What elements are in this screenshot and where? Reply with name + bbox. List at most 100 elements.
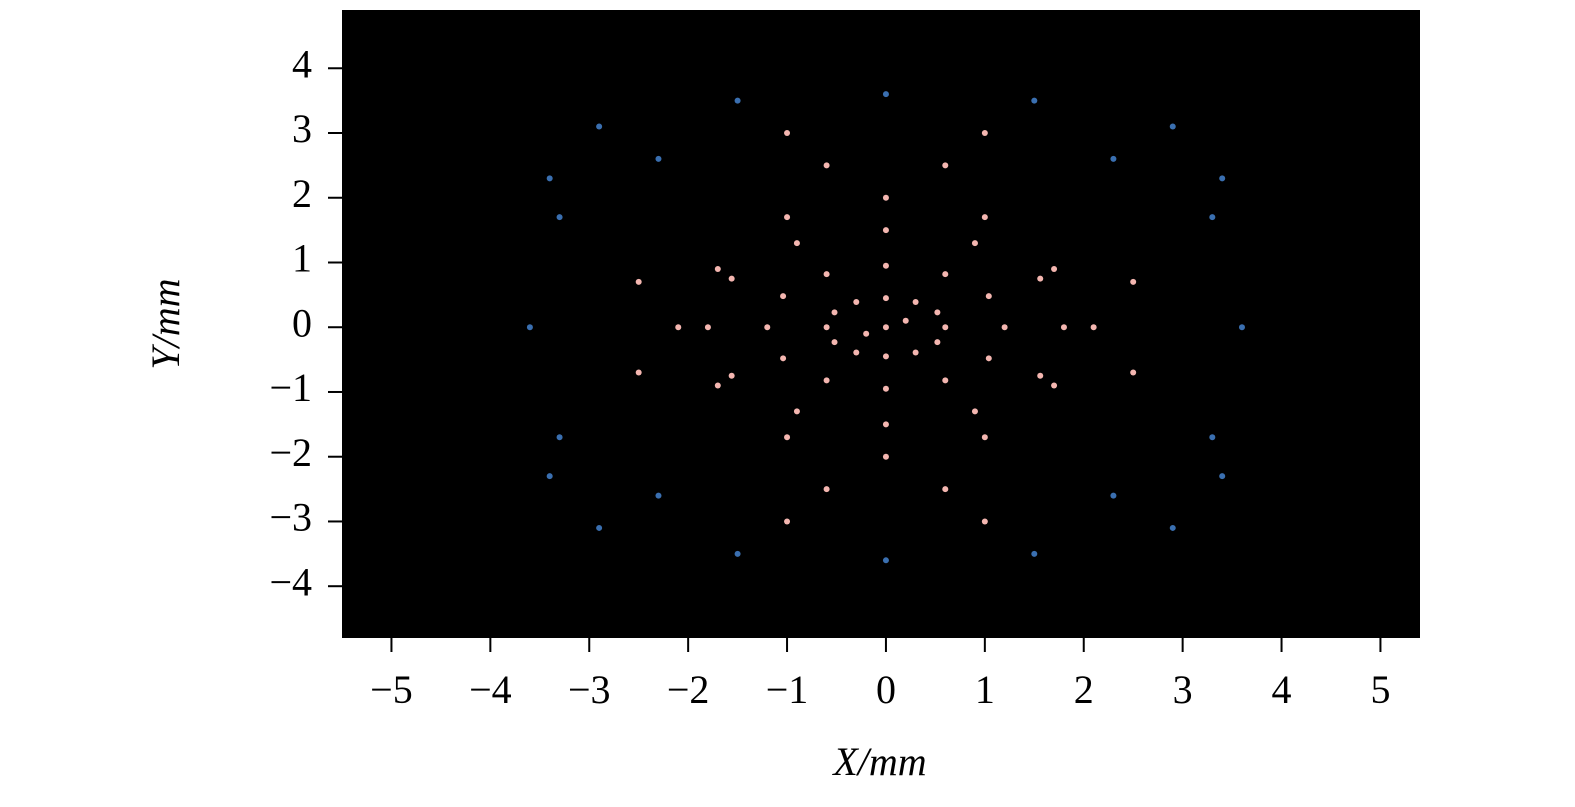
point xyxy=(780,355,787,362)
y-tick-label: 3 xyxy=(292,106,312,151)
point xyxy=(823,162,830,169)
point xyxy=(546,473,553,480)
x-tick-label: 5 xyxy=(1370,667,1390,712)
point xyxy=(1130,369,1137,376)
point xyxy=(981,130,988,137)
y-tick-label: −4 xyxy=(269,559,312,604)
point xyxy=(981,214,988,221)
point xyxy=(831,309,838,316)
point xyxy=(971,408,978,415)
point xyxy=(1110,155,1117,162)
point xyxy=(882,295,889,302)
point xyxy=(863,330,870,337)
point xyxy=(853,298,860,305)
point xyxy=(882,353,889,360)
point xyxy=(655,155,662,162)
y-tick-label: −1 xyxy=(269,365,312,410)
point xyxy=(985,355,992,362)
point xyxy=(823,377,830,384)
point xyxy=(784,214,791,221)
x-tick-label: −2 xyxy=(667,667,710,712)
point xyxy=(853,349,860,356)
point xyxy=(1051,382,1058,389)
point xyxy=(823,486,830,493)
point xyxy=(635,278,642,285)
point xyxy=(1219,473,1226,480)
point xyxy=(1130,278,1137,285)
x-axis-label: X/mm xyxy=(831,739,926,784)
point xyxy=(882,227,889,234)
point xyxy=(942,271,949,278)
point xyxy=(526,324,533,331)
point xyxy=(1037,372,1044,379)
point xyxy=(596,123,603,130)
point xyxy=(934,309,941,316)
plot-area xyxy=(342,10,1420,638)
point xyxy=(912,349,919,356)
point xyxy=(675,324,682,331)
point xyxy=(882,91,889,98)
point xyxy=(655,492,662,499)
point xyxy=(882,385,889,392)
point xyxy=(1060,324,1067,331)
x-tick-label: −3 xyxy=(568,667,611,712)
point xyxy=(784,130,791,137)
point xyxy=(971,240,978,247)
x-tick-label: 1 xyxy=(975,667,995,712)
y-axis-label: Y/mm xyxy=(143,278,188,369)
point xyxy=(728,275,735,282)
point xyxy=(1209,434,1216,441)
point xyxy=(1037,275,1044,282)
point xyxy=(714,382,721,389)
point xyxy=(1209,214,1216,221)
point xyxy=(728,372,735,379)
point xyxy=(1110,492,1117,499)
point xyxy=(635,369,642,376)
point xyxy=(882,324,889,331)
point xyxy=(1090,324,1097,331)
point xyxy=(793,240,800,247)
y-tick-label: −2 xyxy=(269,430,312,475)
x-tick-label: 0 xyxy=(876,667,896,712)
point xyxy=(556,434,563,441)
point xyxy=(764,324,771,331)
point xyxy=(556,214,563,221)
point xyxy=(882,557,889,564)
point xyxy=(1238,324,1245,331)
point xyxy=(934,339,941,346)
x-tick-label: 2 xyxy=(1074,667,1094,712)
point xyxy=(784,434,791,441)
point xyxy=(942,486,949,493)
y-tick-label: 0 xyxy=(292,300,312,345)
point xyxy=(823,271,830,278)
y-tick-label: −3 xyxy=(269,495,312,540)
x-tick-label: −4 xyxy=(469,667,512,712)
point xyxy=(596,524,603,531)
point xyxy=(780,293,787,300)
x-tick-label: −5 xyxy=(370,667,413,712)
point xyxy=(1031,550,1038,557)
point xyxy=(704,324,711,331)
point xyxy=(784,518,791,525)
y-tick-label: 4 xyxy=(292,41,312,86)
point xyxy=(882,262,889,269)
x-tick-label: 4 xyxy=(1272,667,1292,712)
x-tick-label: −1 xyxy=(766,667,809,712)
point xyxy=(985,293,992,300)
point xyxy=(546,175,553,182)
point xyxy=(1051,265,1058,272)
point xyxy=(902,317,909,324)
point xyxy=(942,162,949,169)
point xyxy=(714,265,721,272)
point xyxy=(882,194,889,201)
point xyxy=(734,97,741,104)
point xyxy=(793,408,800,415)
point xyxy=(1031,97,1038,104)
point xyxy=(981,434,988,441)
point xyxy=(882,453,889,460)
point xyxy=(1001,324,1008,331)
x-tick-label: 3 xyxy=(1173,667,1193,712)
point xyxy=(942,377,949,384)
